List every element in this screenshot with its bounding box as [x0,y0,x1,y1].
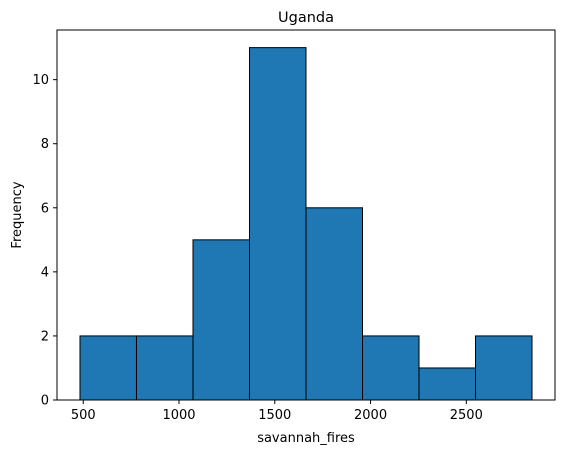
y-tick-label: 0 [41,394,49,409]
x-axis-label: savannah_fires [257,431,355,446]
x-axis-ticks: 500 1000 1500 2000 2500 [71,400,483,423]
x-tick-label: 2000 [354,408,387,423]
histogram-bar [305,207,364,401]
histogram-bar [135,335,194,401]
histogram-bar [418,367,477,401]
y-tick-label: 10 [32,73,49,88]
histogram-bar [79,335,137,401]
plot-frame [56,29,556,401]
x-tick-label: 1000 [162,408,195,423]
y-axis-label: Frequency [10,181,25,248]
x-tick-label: 1500 [258,408,291,423]
y-tick-label: 4 [41,265,49,280]
y-tick-label: 8 [41,137,49,152]
y-tick-label: 2 [41,329,49,344]
y-tick-label: 6 [41,201,49,216]
histogram-bar [192,239,250,401]
y-axis-ticks: 0 2 4 6 8 10 [32,73,57,409]
histogram-bar [248,47,307,401]
histogram-bar [362,335,420,401]
histogram-bar [475,335,533,401]
x-tick-label: 500 [71,408,96,423]
bars-group [79,47,533,401]
chart-title: Uganda [278,10,334,26]
x-tick-label: 2500 [450,408,483,423]
